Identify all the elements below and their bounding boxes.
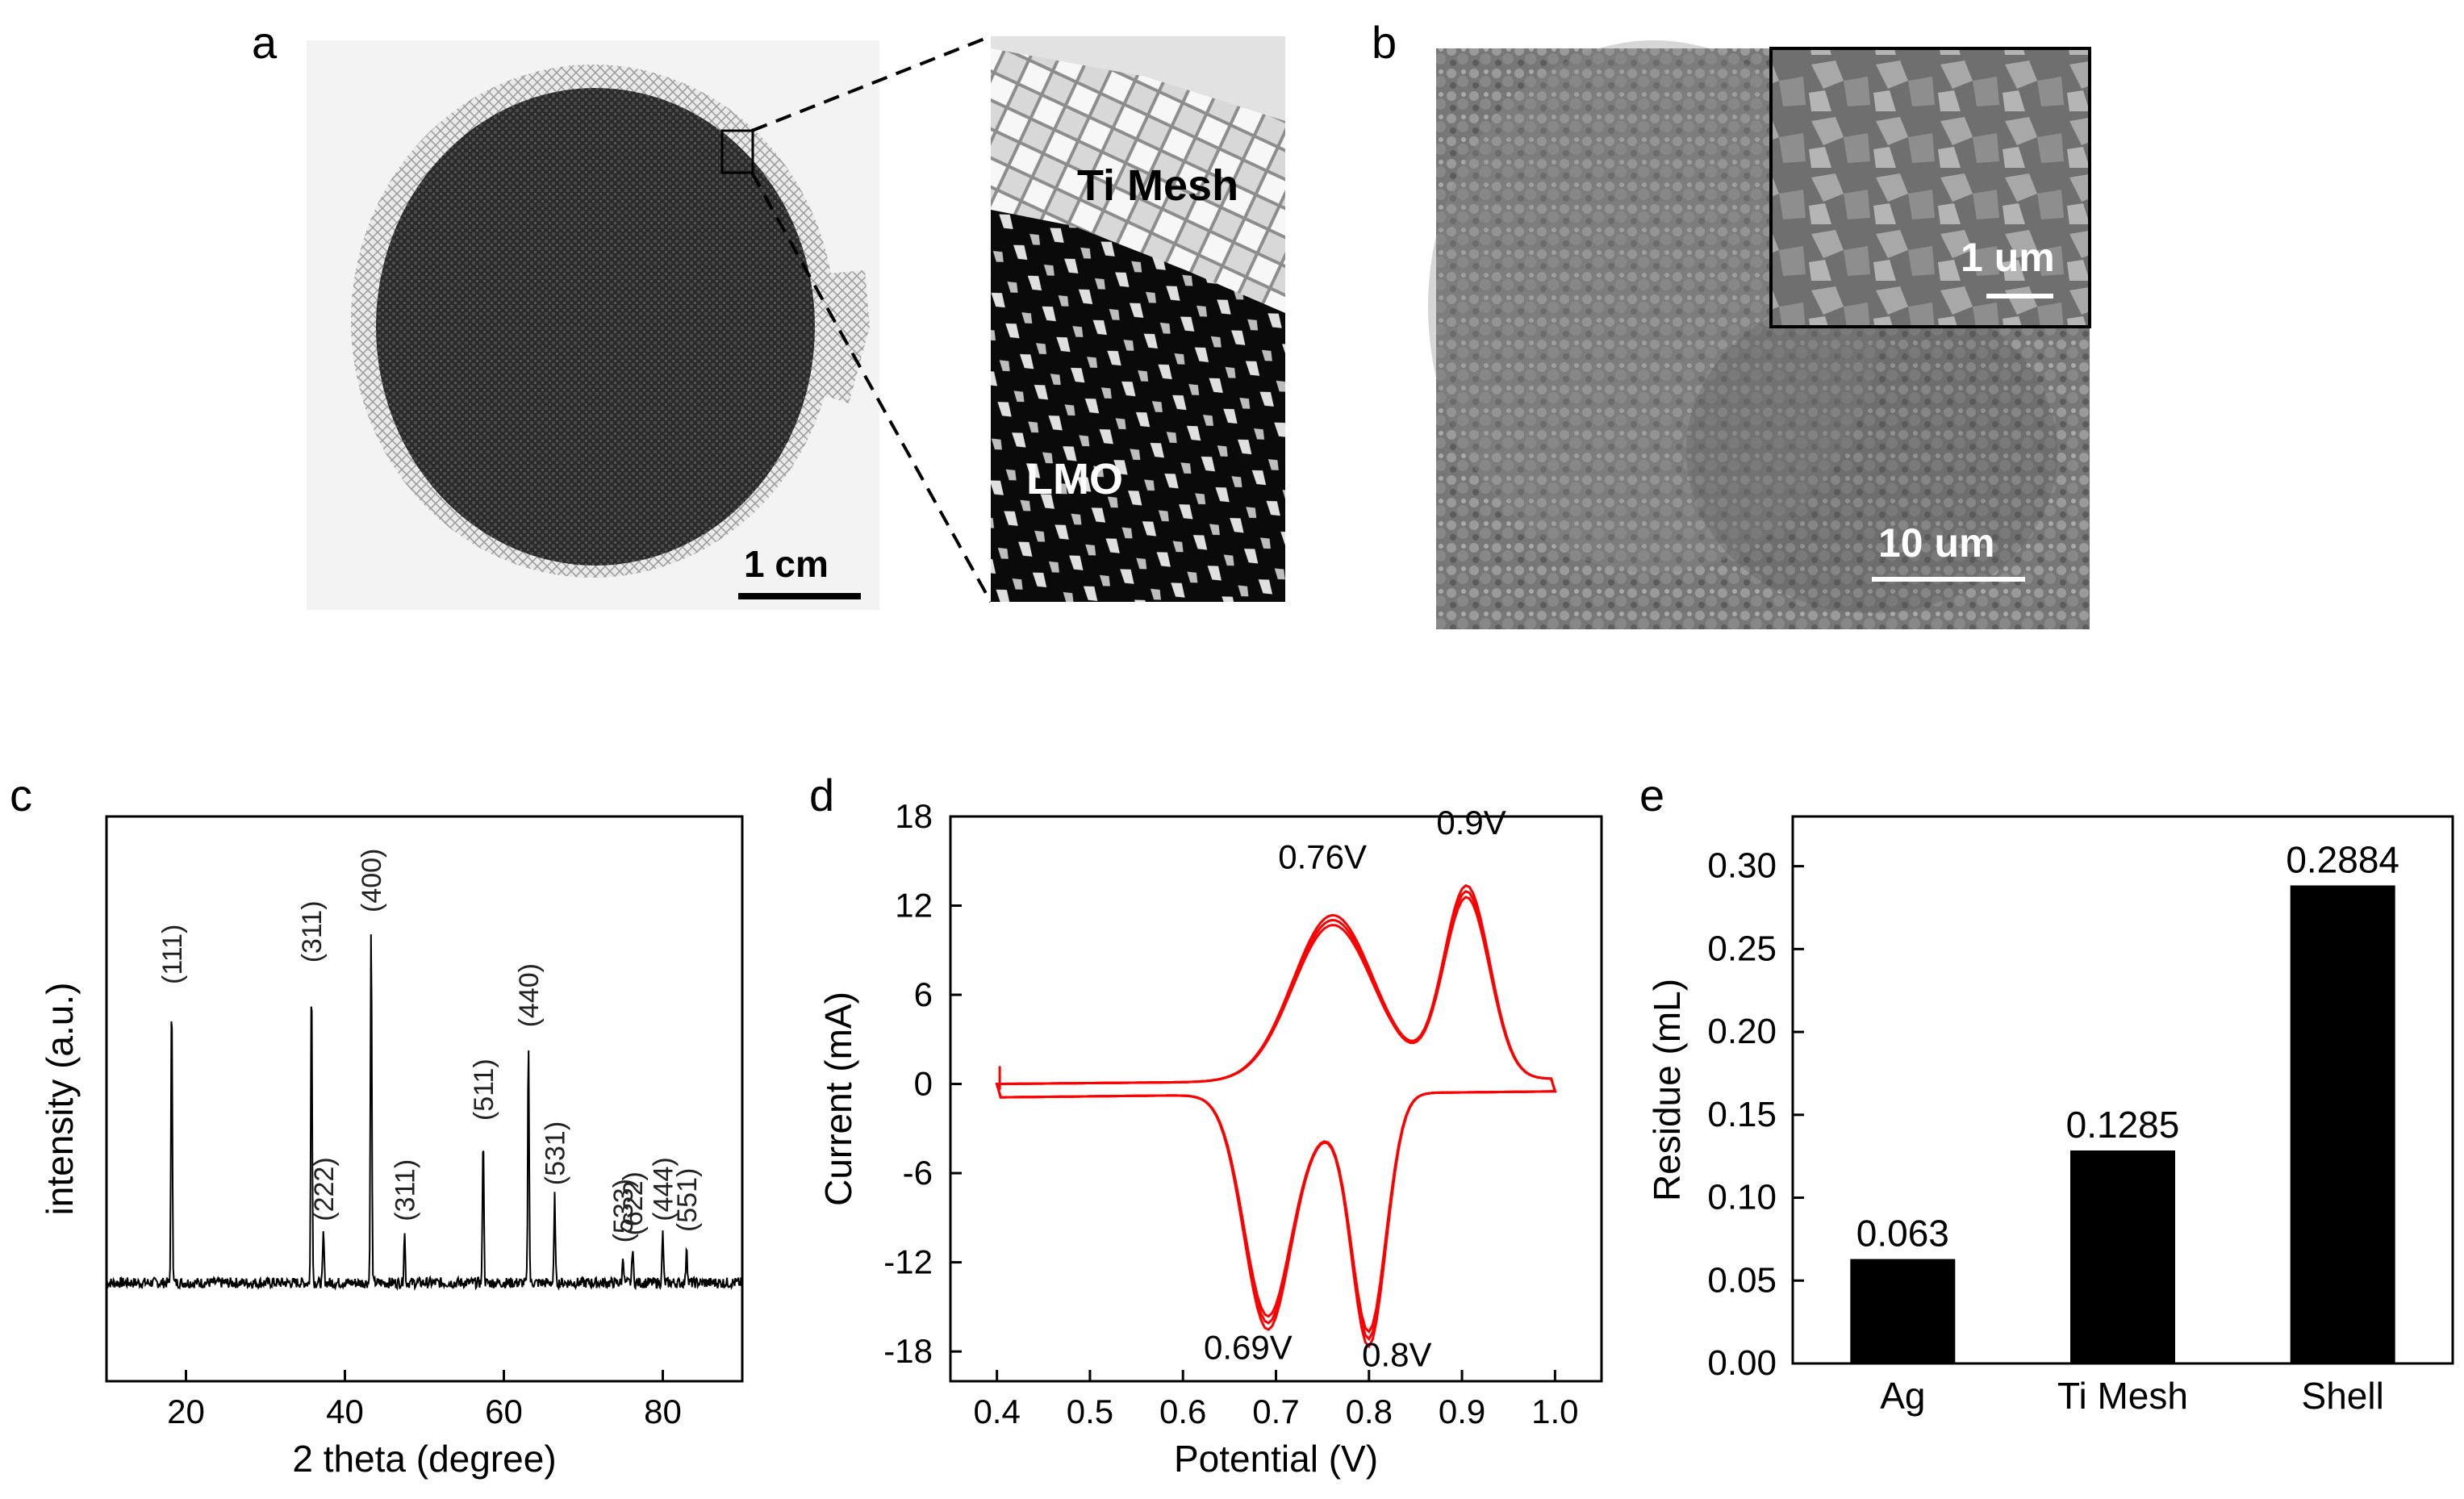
bar-value-label: 0.2884 (2286, 838, 2399, 880)
x-tick-label: 0.9 (1439, 1393, 1485, 1430)
xrd-pattern-line (106, 934, 743, 1292)
zoom-box (720, 129, 754, 174)
peak-label: (111) (157, 925, 188, 984)
y-axis-label: Residue (mL) (1646, 979, 1688, 1201)
peak-label: (622) (618, 1171, 649, 1235)
chart-c: (111) (311) (222) (400) (311) (511) (440) (531)… (39, 815, 744, 1480)
panel-a-photo: 1 cm (307, 40, 879, 610)
y-tick-label: 0.15 (1707, 1095, 1777, 1134)
y-tick-label: 18 (895, 797, 933, 835)
x-category-label: Ti Mesh (2057, 1375, 2188, 1417)
x-tick-label: 60 (485, 1393, 523, 1430)
y-tick-label: 0.20 (1707, 1012, 1777, 1051)
zoom-label-lmo: LMO (1026, 455, 1123, 503)
peak-label: (311) (297, 900, 328, 962)
x-category-label: Ag (1880, 1375, 1925, 1417)
x-tick-label: 40 (326, 1393, 364, 1430)
sem-inset (1769, 47, 2091, 328)
y-axis-label: intensity (a.u.) (39, 983, 81, 1216)
x-axis-label: Potential (V) (1174, 1438, 1378, 1480)
lmo-coated-disc (376, 88, 815, 566)
x-tick-label: 0.5 (1067, 1393, 1113, 1430)
y-tick-label: 0.10 (1707, 1178, 1777, 1217)
chart-e: 0.063 Ag 0.1285 Ti Mesh 0.2884 Shell 0.00 0.05 0… (1646, 815, 2454, 1417)
bar (1850, 1259, 1956, 1363)
scale-bar-b-label: 10 um (1878, 520, 1995, 566)
y-tick-label: 6 (914, 975, 933, 1013)
x-axis-label: 2 theta (degree) (292, 1438, 556, 1480)
bar-value-label: 0.063 (1856, 1213, 1949, 1255)
x-tick-label: 0.7 (1252, 1393, 1299, 1430)
x-tick-label: 20 (167, 1393, 205, 1430)
panel-b-letter: b (1372, 17, 1397, 68)
x-tick-label: 0.4 (973, 1393, 1020, 1430)
leader-line-top (751, 35, 992, 132)
y-tick-label: -18 (883, 1332, 933, 1370)
peak-label: (533) (608, 1179, 639, 1242)
panel-e-letter: e (1639, 770, 1664, 820)
scale-bar-inset-label: 1 um (1961, 235, 2055, 280)
x-tick-label: 1.0 (1531, 1393, 1578, 1430)
cv-cycle-line (995, 883, 1557, 1349)
peak-label: (531) (541, 1121, 571, 1185)
peak-annotation: 0.8V (1362, 1336, 1431, 1374)
panel-c-letter: c (10, 770, 32, 820)
panel-b-sem: 10 um 1 um (1428, 40, 2091, 629)
plot-frame-c (105, 815, 744, 1383)
y-tick-label: 0.30 (1707, 846, 1777, 886)
bar (2290, 885, 2395, 1363)
y-axis-label: Current (mA) (817, 992, 859, 1206)
bar (2070, 1150, 2175, 1363)
x-tick-label: 0.8 (1346, 1393, 1393, 1430)
chart-d: 0.4 0.5 0.6 0.7 0.8 0.9 1.0 -18 -12 -6 0 6 12 18 0.76V… (817, 797, 1603, 1480)
y-tick-label: 12 (895, 887, 933, 925)
bar-value-label: 0.1285 (2066, 1104, 2180, 1146)
cv-cycle-line (995, 896, 1557, 1334)
panel-a-letter: a (252, 17, 278, 68)
scale-bar-a-label: 1 cm (744, 543, 829, 585)
peak-label: (511) (469, 1058, 499, 1121)
x-tick-label: 80 (644, 1393, 682, 1430)
y-tick-label: 0.25 (1707, 929, 1777, 968)
panel-a-zoom: Ti Mesh LMO (991, 36, 1285, 602)
peak-label: (222) (309, 1157, 340, 1221)
plot-frame-d (949, 815, 1603, 1383)
y-tick-label: -12 (883, 1243, 933, 1281)
peak-annotation: 0.69V (1204, 1328, 1293, 1366)
y-tick-label: -6 (903, 1154, 933, 1192)
x-tick-label: 0.6 (1159, 1393, 1206, 1430)
x-category-label: Shell (2302, 1375, 2384, 1417)
peak-label: (440) (514, 963, 545, 1027)
peak-annotation: 0.76V (1278, 837, 1367, 875)
y-tick-label: 0.05 (1707, 1260, 1777, 1300)
peak-label: (444) (649, 1157, 679, 1221)
y-tick-label: 0.00 (1707, 1343, 1777, 1383)
plot-frame-e (1791, 815, 2454, 1365)
cv-cycle-line (995, 890, 1557, 1342)
panel-d-letter: d (809, 770, 834, 820)
leader-line-bottom (750, 172, 992, 603)
peak-label: (551) (672, 1168, 703, 1232)
peak-label: (311) (390, 1159, 420, 1221)
peak-label: (400) (357, 849, 387, 912)
peak-annotation: 0.9V (1436, 804, 1506, 841)
zoom-label-ti-mesh: Ti Mesh (1077, 161, 1238, 210)
y-tick-label: 0 (914, 1065, 933, 1103)
